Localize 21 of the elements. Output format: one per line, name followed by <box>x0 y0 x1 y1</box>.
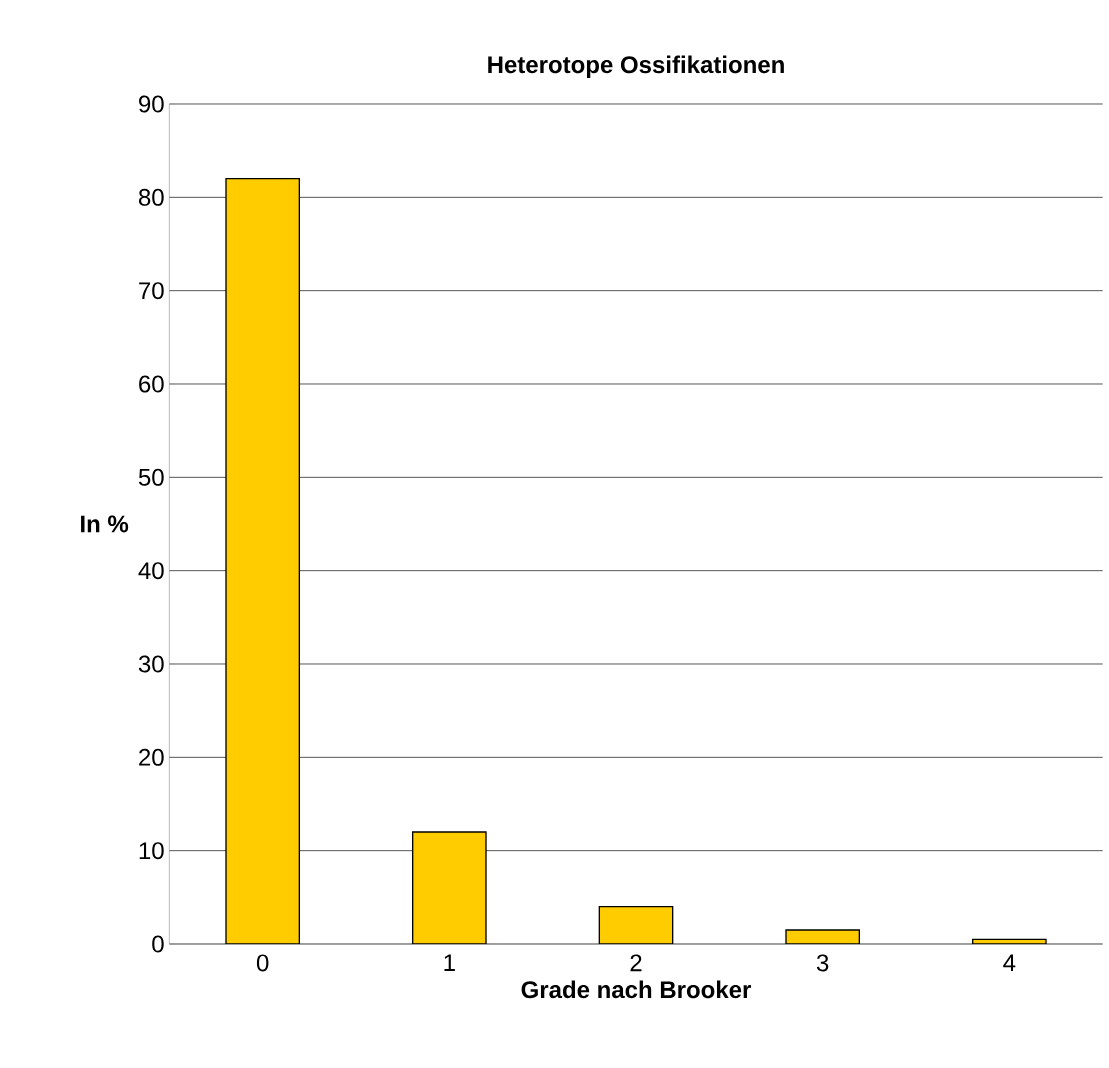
chart-title: Heterotope Ossifikationen <box>488 55 784 78</box>
y-axis-title: In % <box>81 515 129 533</box>
x-tick-label: 1 <box>444 954 455 971</box>
y-tick-label: 30 <box>138 655 164 673</box>
x-tick-label: 4 <box>1003 954 1016 971</box>
y-tick-label: 40 <box>138 562 164 580</box>
y-tick-label: 20 <box>139 748 164 766</box>
y-tick-label: 0 <box>152 935 164 953</box>
y-tick-label: 70 <box>139 282 164 300</box>
bar <box>225 177 301 944</box>
y-tick-label: 60 <box>139 375 164 393</box>
y-tick-label: 90 <box>139 95 164 113</box>
y-tick-label: 50 <box>138 468 164 486</box>
bar <box>412 831 487 944</box>
y-tick-label: 80 <box>138 188 164 206</box>
bar <box>598 906 674 944</box>
y-tick-label: 10 <box>139 842 164 860</box>
x-axis-title: Grade nach Brooker <box>521 980 751 999</box>
x-tick-label: 3 <box>816 954 829 972</box>
x-tick-label: 2 <box>630 954 642 972</box>
x-tick-label: 0 <box>256 954 269 972</box>
